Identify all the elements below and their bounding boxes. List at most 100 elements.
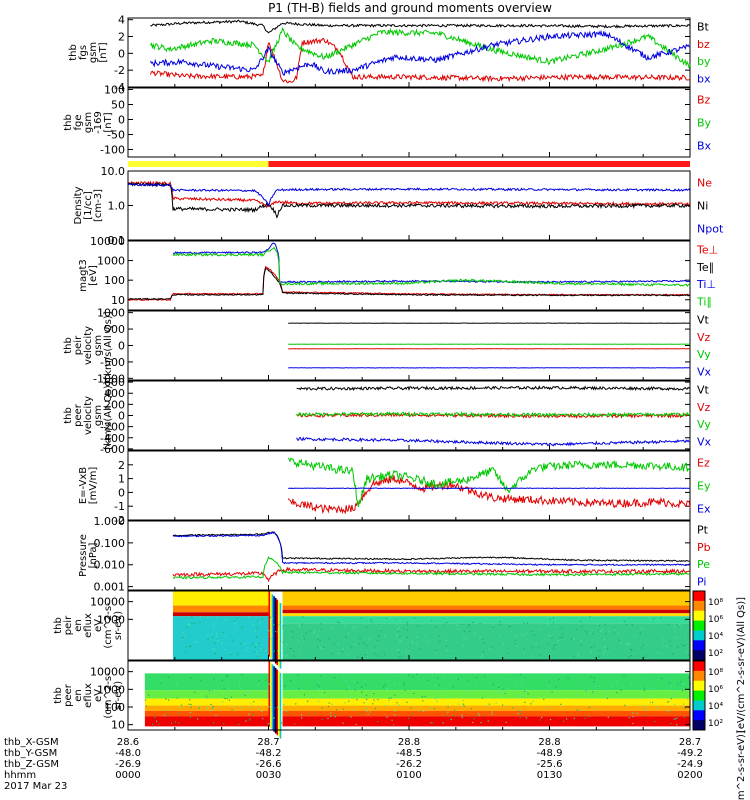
heatmap-speck xyxy=(643,689,646,692)
heatmap-speck xyxy=(663,644,665,646)
heatmap-speck xyxy=(386,716,388,718)
heatmap-speck xyxy=(189,645,192,647)
heatmap-speck xyxy=(498,655,500,657)
heatmap-speck xyxy=(491,713,493,715)
colorbar-tick: 10⁸ xyxy=(708,598,723,608)
heatmap-speck xyxy=(481,697,484,699)
heatmap-speck xyxy=(555,645,557,647)
y-tick-label: -50 xyxy=(107,129,125,142)
heatmap-speck xyxy=(461,714,463,716)
heatmap-speck xyxy=(656,651,659,654)
heatmap-speck xyxy=(257,707,259,709)
heatmap-speck xyxy=(373,693,375,695)
heatmap-speck xyxy=(673,695,675,697)
ylabel-line: [nT] xyxy=(98,42,109,62)
heatmap-speck xyxy=(418,710,420,712)
heatmap-speck xyxy=(319,688,321,690)
heatmap-speck xyxy=(683,644,686,646)
heatmap-speck xyxy=(180,707,182,709)
heatmap-speck xyxy=(670,697,672,700)
heatmap-speck xyxy=(383,686,385,688)
heatmap-transition xyxy=(276,599,279,666)
heatmap-speck xyxy=(481,638,484,640)
heatmap-speck xyxy=(336,621,339,623)
heatmap-speck xyxy=(552,617,554,619)
heatmap-band xyxy=(282,705,690,711)
heatmap-speck xyxy=(258,642,260,644)
heatmap-band xyxy=(282,605,690,610)
heatmap-speck xyxy=(618,639,620,641)
heatmap-speck xyxy=(388,699,390,702)
heatmap-speck xyxy=(256,636,258,638)
y-tick-label: 1000 xyxy=(97,255,125,268)
legend-label: Te∥ xyxy=(696,261,714,274)
axis-row-value: -48.5 xyxy=(396,748,422,759)
legend-label: Ey xyxy=(697,480,711,493)
heatmap-speck xyxy=(334,716,336,718)
heatmap-speck xyxy=(546,707,548,709)
heatmap-speck xyxy=(570,638,573,640)
heatmap-speck xyxy=(213,648,215,650)
heatmap-speck xyxy=(463,630,465,633)
heatmap-speck xyxy=(519,717,521,719)
heatmap-speck xyxy=(666,646,668,648)
heatmap-speck xyxy=(563,673,565,676)
heatmap-speck xyxy=(212,648,214,651)
heatmap-speck xyxy=(358,643,360,645)
axis-row-value: 0130 xyxy=(537,770,562,781)
heatmap-speck xyxy=(410,707,412,709)
heatmap-speck xyxy=(443,623,446,625)
heatmap-speck xyxy=(443,676,445,678)
heatmap-speck xyxy=(188,623,190,625)
legend-label: Bz xyxy=(697,94,711,107)
heatmap-speck xyxy=(505,678,507,681)
heatmap-speck xyxy=(517,710,520,712)
heatmap-speck xyxy=(668,623,670,626)
heatmap-speck xyxy=(345,680,348,682)
legend-label: By xyxy=(697,117,712,130)
colorbar-tick: 10² xyxy=(708,719,723,729)
axis-row-label: hhmm xyxy=(4,770,36,781)
legend-label: Pi xyxy=(697,575,706,588)
heatmap-speck xyxy=(293,655,295,657)
heatmap-speck xyxy=(348,687,350,689)
heatmap-speck xyxy=(665,620,668,622)
heatmap-speck xyxy=(406,622,408,624)
heatmap-speck xyxy=(206,697,209,699)
fge-ylabel: thb fge gsm -169 [nT] xyxy=(63,111,114,134)
heatmap-speck xyxy=(212,626,214,628)
heatmap-speck xyxy=(476,677,478,679)
heatmap-speck xyxy=(277,706,279,708)
heatmap-speck xyxy=(244,694,246,696)
heatmap-speck xyxy=(282,641,284,643)
heatmap-speck xyxy=(323,646,325,648)
heatmap-speck xyxy=(334,714,336,716)
heatmap-speck xyxy=(547,643,549,645)
heatmap-speck xyxy=(592,680,595,682)
heatmap-speck xyxy=(406,701,408,704)
heatmap-speck xyxy=(674,624,676,626)
heatmap-speck xyxy=(576,694,578,696)
heatmap-speck xyxy=(248,719,251,721)
heatmap-speck xyxy=(292,636,294,638)
heatmap-speck xyxy=(492,626,494,628)
heatmap-speck xyxy=(468,623,471,625)
heatmap-speck xyxy=(160,682,162,684)
heatmap-speck xyxy=(551,637,553,639)
ylabel-line: peer xyxy=(73,403,84,427)
heatmap-speck xyxy=(237,653,239,655)
heatmap-speck xyxy=(422,700,424,702)
heatmap-speck xyxy=(321,707,323,709)
heatmap-speck xyxy=(369,711,371,713)
heatmap-speck xyxy=(611,686,614,688)
heatmap-speck xyxy=(336,709,338,711)
heatmap-speck xyxy=(512,707,514,709)
heatmap-speck xyxy=(268,723,270,725)
heatmap-speck xyxy=(189,699,191,701)
heatmap-speck xyxy=(396,628,399,631)
heatmap-speck xyxy=(343,673,345,675)
heatmap-speck xyxy=(213,623,215,625)
heatmap-speck xyxy=(330,712,332,714)
heatmap-speck xyxy=(385,617,387,620)
